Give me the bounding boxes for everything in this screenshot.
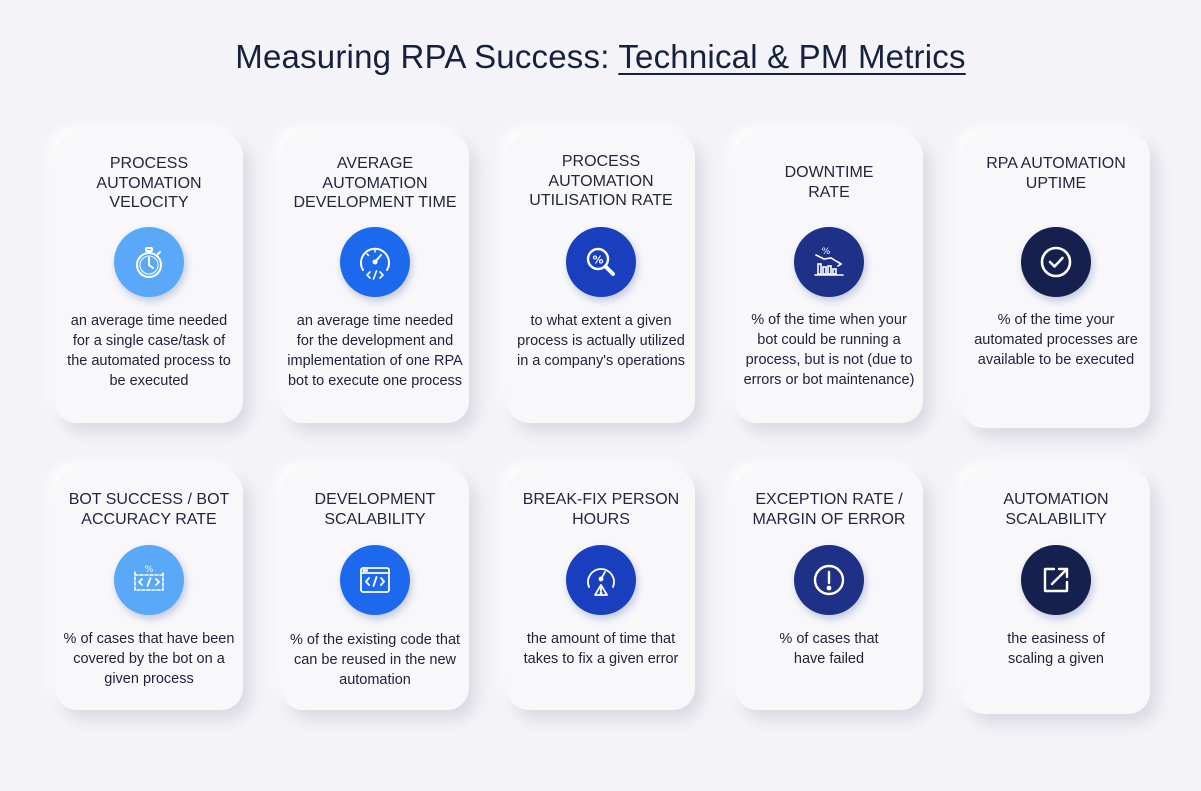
percent-magnifier-icon: % — [566, 227, 636, 297]
metric-card-development-scalability: DEVELOPMENT SCALABILITY % of the existin… — [281, 469, 469, 710]
card-heading: AVERAGE AUTOMATION DEVELOPMENT TIME — [293, 155, 457, 211]
title-plain: Measuring RPA Success: — [235, 38, 619, 75]
card-description: % of the existing code that can be reuse… — [289, 632, 461, 688]
external-link-icon — [1021, 545, 1091, 615]
card-description: % of cases that have been covered by the… — [63, 631, 235, 687]
gauge-warning-icon — [566, 545, 636, 615]
card-description: to what extent a given process is actual… — [516, 313, 685, 369]
declining-chart-icon: % — [794, 227, 864, 297]
page-title: Measuring RPA Success: Technical & PM Me… — [0, 38, 1201, 76]
svg-text:%: % — [822, 247, 831, 257]
card-heading: EXCEPTION RATE / MARGIN OF ERROR — [752, 491, 906, 528]
card-description: an average time needed for a single case… — [67, 313, 231, 389]
metric-card-average-automation-development-time: AVERAGE AUTOMATION DEVELOPMENT TIME an a… — [281, 133, 469, 423]
card-heading: RPA AUTOMATION UPTIME — [986, 155, 1126, 192]
title-underlined: Technical & PM Metrics — [618, 38, 966, 75]
card-description: the amount of time that takes to fix a g… — [523, 631, 679, 667]
metric-card-process-automation-utilisation-rate: PROCESS AUTOMATION UTILISATION RATE % to… — [507, 133, 695, 423]
card-heading: DOWNTIME RATE — [784, 164, 874, 201]
metric-card-process-automation-velocity: PROCESS AUTOMATION VELOCITY an average t… — [55, 133, 243, 423]
stopwatch-icon — [114, 227, 184, 297]
metric-card-automation-scalability: AUTOMATION SCALABILITY the easiness of s… — [962, 469, 1150, 714]
card-description: an average time needed for the developme… — [287, 313, 463, 389]
card-description: % of the time your automated processes a… — [974, 312, 1138, 368]
card-description: the easiness of scaling a given — [1007, 631, 1105, 667]
card-heading: PROCESS AUTOMATION VELOCITY — [96, 155, 202, 211]
code-window-icon — [340, 545, 410, 615]
exclamation-icon — [794, 545, 864, 615]
card-heading: BREAK-FIX PERSON HOURS — [522, 491, 680, 528]
metric-card-exception-rate-margin-of-error: EXCEPTION RATE / MARGIN OF ERROR % of ca… — [735, 469, 923, 710]
card-heading: PROCESS AUTOMATION UTILISATION RATE — [529, 153, 673, 209]
metric-card-bot-success-accuracy-rate: BOT SUCCESS / BOT ACCURACY RATE % % of c… — [55, 469, 243, 710]
card-heading: AUTOMATION SCALABILITY — [1003, 491, 1109, 528]
metric-card-break-fix-person-hours: BREAK-FIX PERSON HOURS the amount of tim… — [507, 469, 695, 710]
card-description: % of the time when your bot could be run… — [743, 312, 915, 388]
check-circle-icon — [1021, 227, 1091, 297]
card-heading: BOT SUCCESS / BOT ACCURACY RATE — [68, 491, 230, 528]
code-window-percent-icon: % — [114, 545, 184, 615]
svg-text:%: % — [145, 565, 154, 575]
card-heading: DEVELOPMENT SCALABILITY — [314, 491, 436, 528]
svg-text:%: % — [592, 254, 603, 267]
card-description: % of cases that have failed — [779, 631, 879, 667]
metric-card-downtime-rate: DOWNTIME RATE % % of the time when your … — [735, 133, 923, 423]
gauge-code-icon — [340, 227, 410, 297]
metric-card-rpa-automation-uptime: RPA AUTOMATION UPTIME % of the time your… — [962, 133, 1150, 428]
